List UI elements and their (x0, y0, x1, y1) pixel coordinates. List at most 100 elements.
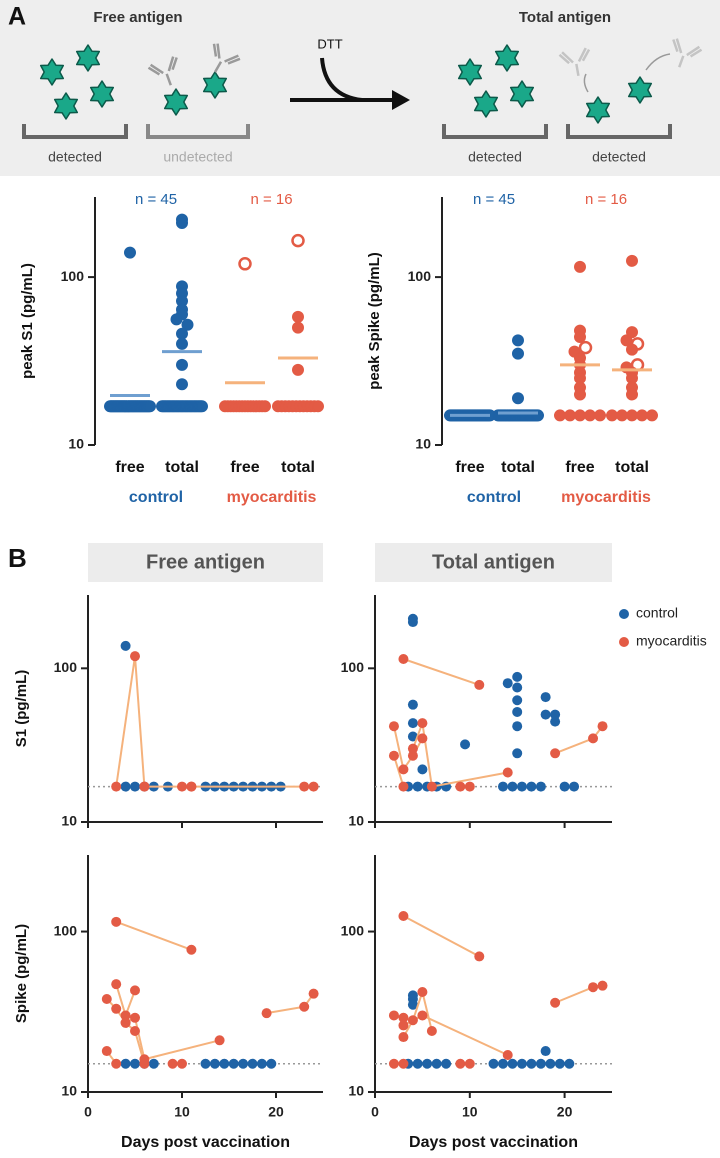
point (120, 1017, 131, 1028)
title-box (375, 543, 612, 582)
point (441, 1058, 452, 1069)
n-label: n = 45 (135, 191, 177, 208)
point (464, 1058, 475, 1069)
point (626, 254, 638, 267)
point (228, 1058, 239, 1069)
y-axis-label: peak Spike (pg/mL) (366, 252, 383, 390)
antibody-icon (558, 47, 591, 77)
y-tick-label: 10 (61, 1083, 77, 1099)
point (101, 993, 112, 1004)
point (398, 911, 409, 922)
point (455, 781, 466, 792)
point (540, 1046, 551, 1057)
point (497, 781, 508, 792)
point (574, 409, 586, 422)
subject-line (402, 915, 480, 958)
point (574, 330, 586, 343)
point (111, 781, 122, 792)
schematic-label: detected (592, 149, 646, 165)
subject-line (411, 722, 508, 788)
open-point (238, 257, 252, 271)
arrow-head (392, 90, 410, 110)
point (502, 767, 513, 778)
point (540, 709, 551, 720)
point (398, 1020, 409, 1031)
point (512, 721, 523, 732)
point (120, 781, 131, 792)
point (626, 326, 638, 339)
x-tick-label: 10 (174, 1104, 190, 1120)
antigen-icon (39, 58, 65, 86)
bracket (442, 124, 548, 139)
y-tick-label: 100 (61, 268, 85, 284)
antigen-icon (473, 90, 499, 118)
x-tick-label: free (455, 459, 484, 476)
point (101, 1046, 112, 1057)
antigen-icon (89, 80, 115, 108)
point (407, 699, 418, 710)
point (588, 982, 599, 993)
point (186, 944, 197, 955)
point (412, 1058, 423, 1069)
point (474, 679, 485, 690)
x-tick-label: total (615, 459, 649, 476)
point (507, 1058, 518, 1069)
x-tick-label: 0 (371, 1104, 379, 1120)
y-tick-label: 10 (68, 436, 84, 452)
point (299, 781, 310, 792)
point (550, 997, 561, 1008)
antibody-icon (147, 56, 178, 86)
y-tick-label: 100 (341, 659, 365, 675)
subject-line (393, 755, 405, 787)
point (431, 1058, 442, 1069)
x-tick-label: 10 (462, 1104, 478, 1120)
point (550, 748, 561, 759)
point (594, 409, 606, 422)
point (308, 781, 319, 792)
point (388, 750, 399, 761)
antibody-part (672, 38, 703, 68)
point (535, 781, 546, 792)
legend-marker (619, 637, 629, 647)
subject-line (402, 988, 433, 1038)
point (292, 310, 304, 323)
point (292, 321, 304, 334)
subject-line (392, 726, 424, 772)
panel-label: A (8, 3, 26, 31)
point (426, 1025, 437, 1036)
point (177, 1058, 187, 1069)
chart-title: Free antigen (146, 551, 265, 573)
point (130, 651, 140, 662)
point (176, 327, 188, 340)
schematic-label: detected (48, 149, 102, 165)
point (299, 1001, 310, 1012)
antigen-icon (75, 44, 101, 72)
antigen-icon (53, 92, 79, 120)
point (398, 1012, 409, 1023)
group-label: control (129, 489, 183, 506)
schematic-title: Total antigen (519, 9, 611, 26)
antigen-icon (457, 58, 483, 86)
point (626, 388, 638, 401)
point (512, 671, 523, 682)
point (597, 721, 608, 732)
point (407, 718, 418, 729)
point (417, 1010, 428, 1021)
point (584, 409, 596, 422)
subject-line (125, 1016, 220, 1061)
antibody-part (147, 56, 178, 86)
point (176, 378, 188, 391)
point (626, 409, 638, 422)
point (398, 781, 409, 792)
point (512, 706, 523, 717)
y-tick-label: 10 (61, 813, 77, 829)
subject-line (402, 1014, 509, 1056)
point (139, 1054, 150, 1065)
point (176, 358, 188, 371)
point (574, 260, 586, 273)
point (512, 334, 524, 347)
point (512, 748, 523, 759)
point (388, 1010, 399, 1021)
point (412, 781, 423, 792)
